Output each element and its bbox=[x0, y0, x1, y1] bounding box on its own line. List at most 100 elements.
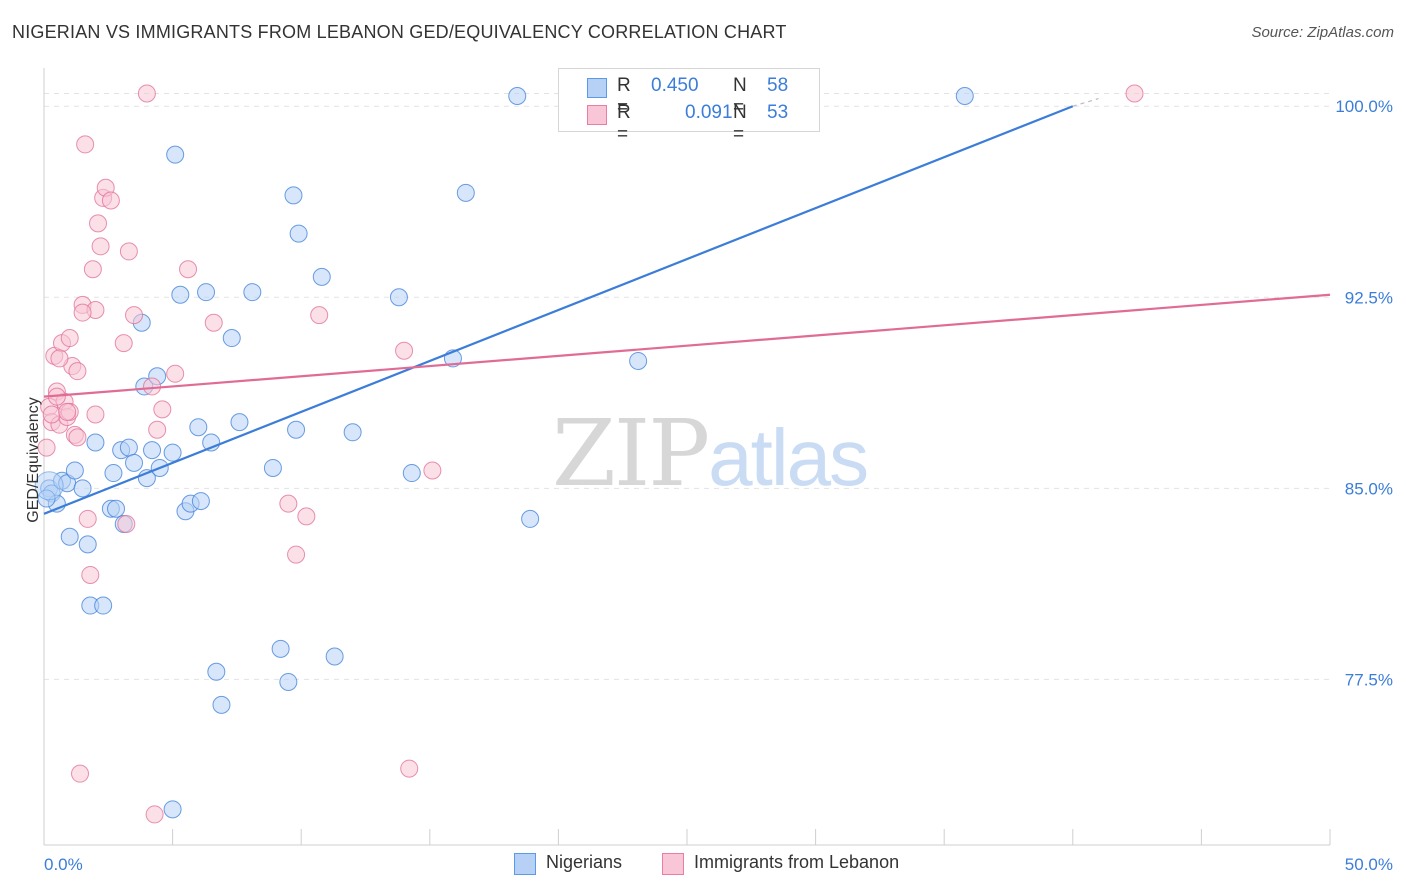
watermark: ZIPatlas bbox=[552, 400, 869, 507]
nigerian-point bbox=[955, 87, 974, 106]
legend-r-value: 0.091 bbox=[685, 102, 733, 123]
lebanon-point bbox=[179, 260, 198, 279]
lebanon-point bbox=[148, 420, 167, 439]
nigerian-point bbox=[212, 695, 231, 714]
nigerian-point bbox=[289, 224, 308, 243]
nigerian-point bbox=[279, 672, 298, 691]
y-tick-label: 77.5% bbox=[1345, 670, 1393, 689]
legend-r-value: 0.450 bbox=[651, 75, 699, 96]
lebanon-point bbox=[42, 405, 61, 424]
y-tick-label: 92.5% bbox=[1345, 288, 1393, 307]
nigerian-trend-line bbox=[43, 105, 1074, 515]
watermark-atlas: atlas bbox=[708, 413, 869, 502]
lebanon-point bbox=[117, 515, 136, 534]
nigerian-point bbox=[125, 453, 144, 472]
lebanon-point bbox=[89, 214, 108, 233]
nigerian-point bbox=[343, 423, 362, 442]
lebanon-point bbox=[78, 509, 97, 528]
lebanon-point bbox=[71, 764, 90, 783]
nigerian-point bbox=[207, 662, 226, 681]
nigerian-point bbox=[456, 183, 475, 202]
lebanon-point bbox=[83, 260, 102, 279]
lebanon-point bbox=[58, 402, 77, 421]
nigerian-trend-extension bbox=[1072, 97, 1099, 107]
lebanon-point bbox=[1125, 84, 1144, 103]
legend-r-label: R = bbox=[617, 102, 631, 145]
nigerian-point bbox=[86, 433, 105, 452]
lebanon-point bbox=[68, 428, 87, 447]
legend-n-value: 58 bbox=[767, 75, 789, 96]
nigerian-point bbox=[325, 647, 344, 666]
nigerian-point bbox=[284, 186, 303, 205]
nigerian-point bbox=[222, 329, 241, 348]
lebanon-point bbox=[310, 306, 329, 325]
watermark-zip: ZIP bbox=[552, 400, 710, 507]
nigerian-point bbox=[163, 800, 182, 819]
lebanon-trend-line bbox=[43, 293, 1331, 398]
nigerian-point bbox=[78, 535, 97, 554]
bottom-legend-label: Nigerians bbox=[546, 852, 623, 872]
lebanon-point bbox=[279, 494, 298, 513]
lebanon-point bbox=[91, 237, 110, 256]
nigerian-point bbox=[230, 413, 249, 432]
legend-stats: R = 0.450 N = 58 R = 0.091 N = 53 bbox=[558, 68, 820, 145]
lebanon-point bbox=[145, 805, 164, 824]
lebanon-point bbox=[400, 759, 419, 778]
nigerian-point bbox=[189, 418, 208, 437]
legend-swatch-nigerians bbox=[587, 78, 607, 98]
nigerian-point bbox=[271, 639, 290, 658]
nigerian-point bbox=[171, 285, 190, 304]
legend-n-label: N = bbox=[733, 75, 747, 118]
lebanon-point bbox=[153, 400, 172, 419]
nigerian-point bbox=[508, 87, 527, 106]
lebanon-point bbox=[423, 461, 442, 480]
nigerian-cluster-point bbox=[34, 471, 64, 501]
nigerian-point bbox=[263, 458, 282, 477]
nigerian-point bbox=[104, 464, 123, 483]
lebanon-point bbox=[76, 135, 95, 154]
lebanon-point bbox=[125, 306, 144, 325]
nigerian-point bbox=[94, 596, 113, 615]
nigerian-point bbox=[60, 527, 79, 546]
lebanon-point bbox=[395, 341, 414, 360]
nigerian-point bbox=[166, 145, 185, 164]
nigerian-point bbox=[312, 267, 331, 286]
source-label: Source: ZipAtlas.com bbox=[1251, 24, 1394, 41]
y-tick-label: 85.0% bbox=[1345, 479, 1393, 498]
lebanon-point bbox=[50, 349, 69, 368]
bottom-legend-label: Immigrants from Lebanon bbox=[694, 852, 900, 872]
y-axis-label: GED/Equivalency bbox=[25, 397, 42, 523]
nigerian-point bbox=[73, 479, 92, 498]
lebanon-point bbox=[68, 362, 87, 381]
bottom-legend-swatch bbox=[514, 853, 536, 875]
lebanon-point bbox=[297, 507, 316, 526]
nigerian-point bbox=[163, 443, 182, 462]
lebanon-point bbox=[204, 313, 223, 332]
lebanon-point bbox=[60, 329, 79, 348]
x-tick-label: 0.0% bbox=[44, 855, 83, 874]
nigerian-point bbox=[119, 438, 138, 457]
lebanon-point bbox=[73, 303, 92, 322]
lebanon-point bbox=[119, 242, 138, 261]
lebanon-point bbox=[86, 405, 105, 424]
bottom-legend-swatch bbox=[662, 853, 684, 875]
lebanon-point bbox=[81, 565, 100, 584]
nigerian-point bbox=[65, 461, 84, 480]
y-tick-label: 100.0% bbox=[1335, 97, 1393, 116]
nigerian-point bbox=[629, 351, 648, 370]
lebanon-point bbox=[137, 84, 156, 103]
nigerian-point bbox=[243, 283, 262, 302]
nigerian-point bbox=[389, 288, 408, 307]
chart-title: NIGERIAN VS IMMIGRANTS FROM LEBANON GED/… bbox=[12, 22, 787, 42]
nigerian-point bbox=[107, 499, 126, 518]
nigerian-point bbox=[287, 420, 306, 439]
nigerian-point bbox=[197, 283, 216, 302]
legend-n-label: N = bbox=[733, 102, 747, 145]
nigerian-point bbox=[402, 464, 421, 483]
lebanon-point bbox=[166, 364, 185, 383]
nigerian-point bbox=[143, 441, 162, 460]
nigerian-point bbox=[191, 492, 210, 511]
legend-r-label: R = bbox=[617, 75, 631, 118]
x-tick-label: 50.0% bbox=[1345, 855, 1393, 874]
